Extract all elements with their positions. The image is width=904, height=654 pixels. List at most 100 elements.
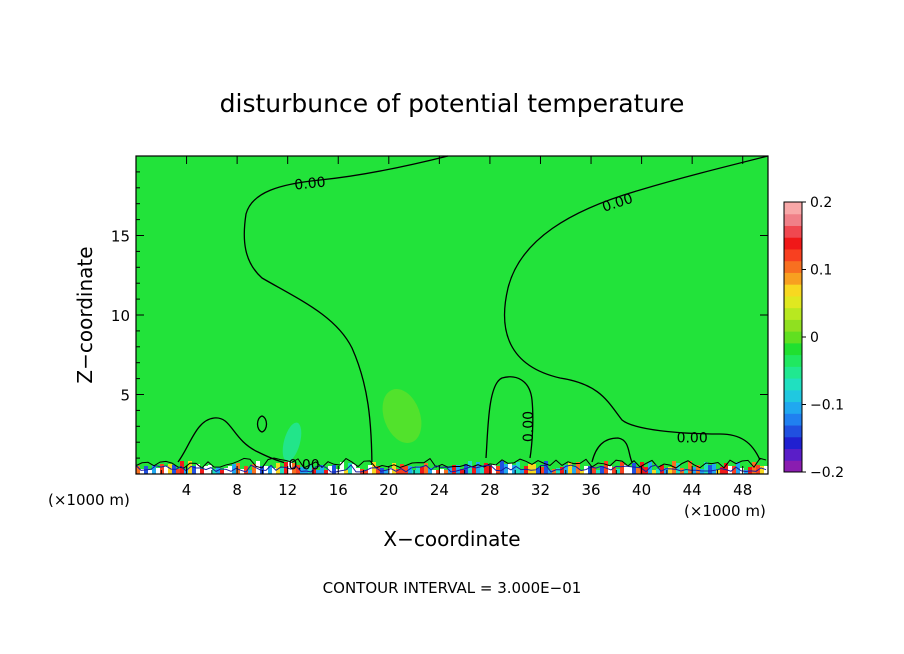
warm-anomaly-blob [382,388,422,444]
surface-cell [696,465,700,474]
surface-cell [520,470,524,474]
surface-cell [708,465,712,474]
y-tick-label: 10 [111,307,130,325]
surface-cell [280,468,284,474]
surface-cell [556,468,560,474]
chart-title: disturbunce of potential temperature [220,89,685,118]
colorbar-swatch [784,307,802,320]
colorbar-swatch [784,295,802,309]
contour-interval-note: CONTOUR INTERVAL = 3.000E−01 [323,579,582,597]
x-tick-label: 32 [531,481,550,499]
y-tick-label: 5 [120,387,130,405]
surface-cell [544,461,548,474]
surface-cell [228,466,232,474]
surface-cell [376,466,380,474]
x-tick-label: 24 [430,481,449,499]
colorbar-tick-label: 0.2 [810,195,832,211]
contour-line-right [503,155,769,461]
surface-cell [340,462,344,474]
surface-cell [712,464,716,474]
surface-cell [312,468,316,474]
colorbar-swatch [784,260,802,273]
surface-cell [604,461,608,474]
surface-cell [720,467,724,474]
surface-cell [480,466,484,474]
surface-cell [616,469,620,474]
plot-background [136,156,768,474]
surface-cell [592,467,596,474]
colorbar-swatch [784,460,802,473]
colorbar-swatch [784,213,802,226]
surface-cell [392,463,396,474]
surface-cell [632,463,636,474]
surface-cell [588,466,592,474]
colorbar-swatch [784,272,802,285]
surface-cell [676,463,680,474]
x-tick-label: 8 [232,481,242,499]
surface-cell [424,463,428,474]
surface-cell [476,462,480,474]
colorbar-tick-label: −0.1 [810,398,844,414]
surface-cell [152,465,156,474]
surface-cell [764,466,768,474]
surface-cell [316,470,320,474]
x-axis-ticks: 4 8 12 16 20 24 28 32 36 40 44 48 [160,156,752,499]
surface-cell [200,469,204,474]
y-tick-label: 15 [111,228,130,246]
contour-label: 0.00 [289,457,320,473]
surface-cell [704,462,708,474]
surface-cell [536,468,540,474]
surface-cell [220,470,224,474]
surface-cell [496,466,500,474]
surface-cell [436,470,440,474]
x-tick-label: 48 [733,481,752,499]
surface-cell [560,467,564,474]
surface-cell [420,467,424,474]
surface-cell [160,464,164,474]
surface-cell [444,470,448,474]
colorbar-swatch [784,202,802,215]
surface-cell [136,466,140,474]
surface-cell [580,470,584,474]
surface-cell [460,469,464,474]
contour-label: 0.00 [521,411,537,442]
surface-cell [356,468,360,474]
x-tick-label: 12 [278,481,297,499]
plot-area: 0.000.000.00 0.000.00 4 8 12 16 20 24 28 32 36 40 4… [111,155,769,499]
surface-cell [504,464,508,474]
contour-label: 0.00 [294,174,327,193]
colorbar-swatch [784,284,802,297]
surface-cell [324,470,328,474]
colorbar-swatch [784,237,802,250]
surface-cell [248,470,252,474]
colorbar-swatch [784,378,802,391]
surface-cell [728,466,732,474]
surface-cell [628,467,632,474]
surface-cell [416,466,420,474]
surface-cell [292,463,296,474]
surface-cell [524,466,528,474]
surface-cell [384,470,388,474]
surface-cell [636,468,640,474]
surface-cell [288,461,292,474]
surface-cell [596,470,600,474]
surface-cell [252,464,256,474]
contour-label: 0.00 [677,430,708,446]
surface-cell [564,465,568,474]
surface-cell [208,465,212,474]
colorbar-tick-label: −0.2 [810,465,844,481]
surface-cell [736,462,740,474]
surface-cell [572,467,576,474]
colorbar-swatch [784,248,802,262]
surface-cell [540,467,544,474]
surface-cell [612,467,616,474]
surface-cell [568,462,572,474]
colorbar-swatch [784,319,802,332]
surface-cell [552,469,556,474]
surface-cell [320,465,324,474]
surface-cell [348,463,352,474]
surface-cell [464,464,468,474]
surface-cell [212,469,216,474]
surface-cell [184,469,188,474]
surface-cell [528,464,532,474]
